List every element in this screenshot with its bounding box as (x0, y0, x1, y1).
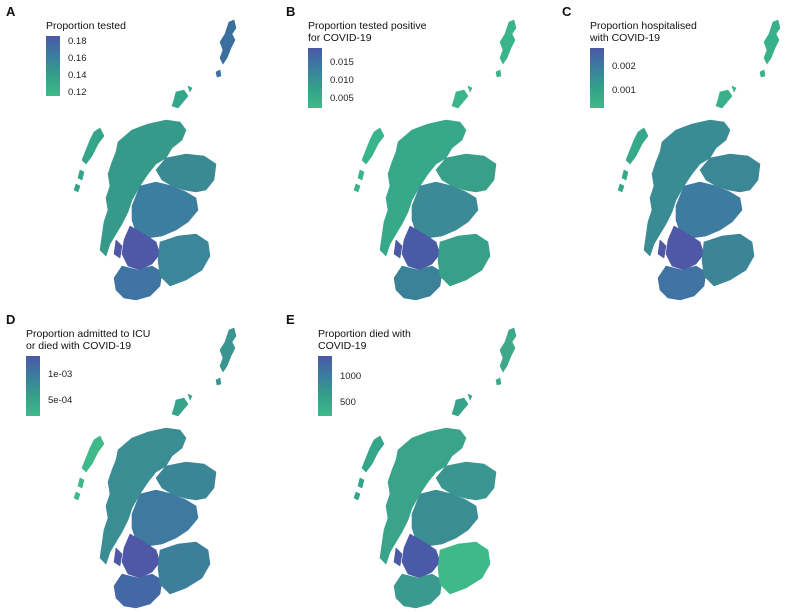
region-orkney (715, 85, 737, 109)
legend-label: 0.001 (612, 85, 636, 96)
region-borders (437, 233, 491, 287)
region-shetland (759, 19, 781, 78)
legend-title: Proportion tested positive for COVID-19 (308, 20, 427, 44)
legend-label: 5e-04 (48, 395, 73, 406)
region-southwest (657, 265, 707, 301)
region-west-isles (73, 127, 105, 193)
panel-c: C Proportion hospitalised with COVID-19 … (562, 4, 800, 304)
panel-b: B Proportion tested positive for COVID-1… (286, 4, 556, 304)
region-shetland (215, 327, 237, 386)
region-southwest (113, 265, 163, 301)
region-shetland (495, 327, 517, 386)
legend-label: 0.002 (612, 61, 636, 72)
region-central (411, 489, 479, 547)
region-southwest (113, 573, 163, 609)
legend-title: Proportion died with COVID-19 (318, 328, 411, 352)
panel-d: D Proportion admitted to ICU or died wit… (6, 312, 276, 612)
region-north (379, 427, 467, 565)
legend-label: 0.14 (68, 70, 87, 81)
legend: Proportion tested 0.18 0.16 0.14 0.12 (46, 20, 246, 98)
legend-label: 0.015 (330, 57, 354, 68)
region-northeast (435, 153, 497, 193)
region-west-isles (617, 127, 649, 193)
panel-letter: D (6, 312, 16, 327)
legend: Proportion tested positive for COVID-19 … (308, 20, 508, 108)
region-central (131, 489, 199, 547)
region-glasgow (113, 225, 161, 271)
region-north (99, 427, 187, 565)
legend-title: Proportion hospitalised with COVID-19 (590, 20, 697, 44)
legend-label: 0.16 (68, 53, 87, 64)
panel-a: A Proportion tested 0.18 0.16 0.14 0.12 (6, 4, 276, 304)
legend: Proportion hospitalised with COVID-19 0.… (590, 20, 790, 108)
region-north (643, 119, 731, 257)
region-glasgow (113, 533, 161, 579)
legend-colorbar (590, 48, 604, 108)
legend-label: 1e-03 (48, 369, 73, 380)
region-central (411, 181, 479, 239)
panel-letter: B (286, 4, 296, 19)
scotland-map (73, 19, 237, 301)
legend-label: 1000 (340, 371, 362, 382)
legend-colorbar (46, 36, 60, 96)
region-shetland (215, 19, 237, 78)
region-borders (437, 541, 491, 595)
region-orkney (451, 85, 473, 109)
region-shetland (495, 19, 517, 78)
region-borders (701, 233, 755, 287)
region-north (379, 119, 467, 257)
region-northeast (155, 153, 217, 193)
legend: Proportion died with COVID-19 1000 500 (318, 328, 518, 416)
legend: Proportion admitted to ICU or died with … (26, 328, 226, 416)
legend-title: Proportion admitted to ICU or died with … (26, 328, 151, 352)
legend-title: Proportion tested (46, 20, 126, 32)
panel-letter: C (562, 4, 572, 19)
region-southwest (393, 573, 443, 609)
legend-colorbar (318, 356, 332, 416)
region-north (99, 119, 187, 257)
region-glasgow (393, 533, 441, 579)
legend-colorbar (308, 48, 322, 108)
region-southwest (393, 265, 443, 301)
region-orkney (171, 393, 193, 417)
legend-label: 0.18 (68, 36, 87, 47)
legend-label: 0.010 (330, 75, 354, 86)
panel-letter: A (6, 4, 16, 19)
region-northeast (155, 461, 217, 501)
legend-label: 0.005 (330, 93, 354, 104)
panel-letter: E (286, 312, 295, 327)
region-northeast (699, 153, 761, 193)
region-orkney (451, 393, 473, 417)
region-northeast (435, 461, 497, 501)
region-glasgow (657, 225, 705, 271)
region-central (131, 181, 199, 239)
legend-label: 0.12 (68, 87, 87, 98)
region-borders (157, 541, 211, 595)
region-orkney (171, 85, 193, 109)
scotland-map (353, 19, 517, 301)
region-west-isles (73, 435, 105, 501)
region-glasgow (393, 225, 441, 271)
scotland-map (73, 327, 237, 609)
region-west-isles (353, 127, 385, 193)
scotland-map (353, 327, 517, 609)
scotland-map (617, 19, 781, 301)
region-west-isles (353, 435, 385, 501)
legend-label: 500 (340, 397, 356, 408)
legend-colorbar (26, 356, 40, 416)
region-borders (157, 233, 211, 287)
region-central (675, 181, 743, 239)
panel-e: E Proportion died with COVID-19 1000 500 (286, 312, 556, 612)
